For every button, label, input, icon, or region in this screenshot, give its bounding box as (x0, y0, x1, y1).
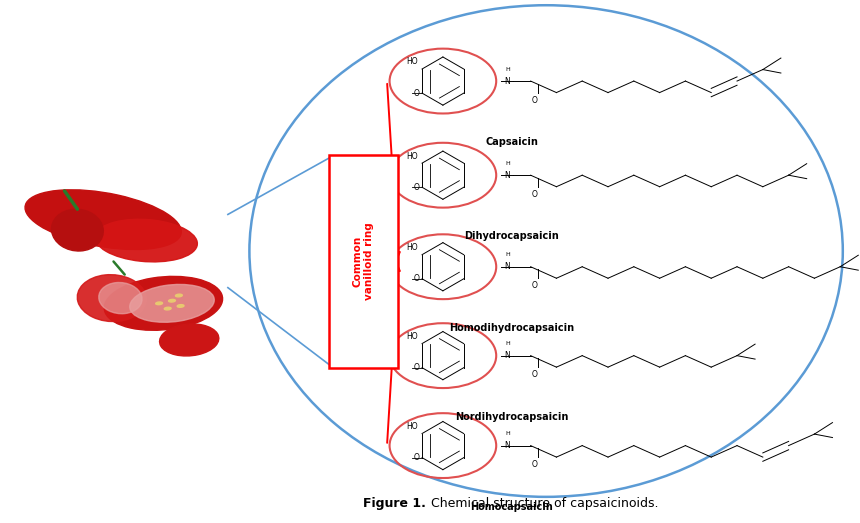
Text: Figure 1.: Figure 1. (363, 497, 426, 509)
Ellipse shape (169, 299, 175, 302)
Text: Capsaicin: Capsaicin (485, 137, 538, 147)
Ellipse shape (104, 276, 223, 331)
Text: H: H (505, 161, 510, 166)
Ellipse shape (160, 324, 218, 356)
Text: HO: HO (406, 422, 418, 431)
Text: H: H (505, 66, 510, 72)
Text: H: H (505, 341, 510, 346)
Text: N: N (505, 441, 510, 450)
Text: N: N (505, 351, 510, 360)
Text: HO: HO (406, 152, 418, 161)
Text: Chemical structure of capsaicinoids.: Chemical structure of capsaicinoids. (427, 497, 659, 509)
Text: Nordihydrocapsaicin: Nordihydrocapsaicin (455, 412, 568, 422)
Text: N: N (505, 262, 510, 271)
Text: O: O (532, 96, 538, 105)
Text: H: H (505, 252, 510, 257)
Text: Homodihydrocapsaicin: Homodihydrocapsaicin (449, 323, 574, 333)
Ellipse shape (52, 209, 103, 251)
Text: O: O (414, 274, 420, 283)
Text: O: O (414, 363, 420, 372)
Ellipse shape (130, 285, 214, 322)
Ellipse shape (99, 282, 142, 314)
Text: O: O (532, 281, 538, 290)
Ellipse shape (177, 304, 184, 308)
Text: N: N (505, 170, 510, 180)
Text: Common
vanilloid ring: Common vanilloid ring (353, 223, 374, 300)
FancyBboxPatch shape (329, 155, 398, 368)
Ellipse shape (95, 219, 197, 262)
Text: HO: HO (406, 58, 418, 66)
Text: H: H (505, 431, 510, 436)
Text: Homocapsaicin: Homocapsaicin (470, 502, 553, 511)
Ellipse shape (164, 307, 171, 310)
Text: O: O (414, 88, 420, 98)
Text: O: O (532, 190, 538, 199)
Text: N: N (505, 76, 510, 86)
Text: O: O (414, 453, 420, 462)
Ellipse shape (175, 294, 182, 297)
Text: O: O (532, 460, 538, 469)
Text: O: O (532, 370, 538, 379)
Text: HO: HO (406, 332, 418, 341)
Ellipse shape (156, 302, 163, 305)
Text: Dihydrocapsaicin: Dihydrocapsaicin (464, 231, 559, 241)
Text: HO: HO (406, 243, 418, 252)
Ellipse shape (25, 190, 181, 249)
Text: O: O (414, 183, 420, 192)
Ellipse shape (77, 275, 146, 322)
